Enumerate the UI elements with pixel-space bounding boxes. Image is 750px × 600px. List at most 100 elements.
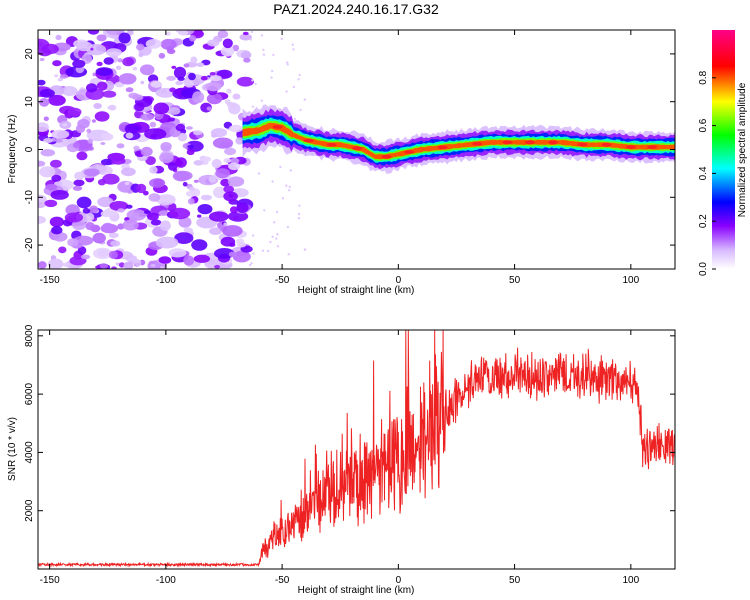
noise-blob — [166, 107, 181, 115]
noise-dot — [251, 79, 254, 82]
colorbar-tick-label: 0.8 — [698, 70, 709, 84]
ridge-peak — [303, 138, 314, 143]
noise-blob — [187, 198, 195, 205]
noise-blob — [140, 146, 153, 157]
noise-blob — [173, 66, 187, 79]
noise-blob — [159, 220, 171, 231]
noise-blob — [220, 46, 235, 57]
noise-blob — [147, 212, 159, 221]
noise-dot — [272, 53, 275, 57]
noise-dot — [260, 99, 263, 102]
noise-blob — [95, 67, 113, 77]
noise-blob — [237, 241, 247, 248]
noise-blob — [193, 130, 203, 136]
noise-blob — [105, 48, 122, 57]
noise-dot — [285, 90, 288, 93]
noise-blob — [50, 159, 62, 168]
top-y-axis-label: Frequency (Hz) — [7, 115, 18, 184]
noise-dot — [254, 82, 257, 86]
noise-blob — [62, 262, 71, 268]
noise-blob — [151, 81, 163, 88]
noise-blob — [118, 32, 131, 44]
noise-blob — [223, 191, 238, 202]
noise-blob — [217, 30, 229, 39]
noise-dot — [271, 180, 274, 183]
noise-blob — [191, 239, 208, 251]
bottom-axis-ticks: -150 -100 -50 0 50 100 2000 4000 6000 8000 — [24, 324, 675, 586]
noise-dot — [281, 197, 285, 200]
noise-blob — [38, 122, 49, 132]
noise-blob — [38, 261, 47, 269]
bottom-plot-frame — [37, 329, 676, 570]
noise-blob — [89, 205, 99, 214]
x-tick-label: 50 — [509, 575, 521, 586]
noise-dot — [292, 48, 295, 51]
noise-blob — [214, 264, 221, 269]
noise-blob — [67, 238, 79, 247]
noise-blob — [57, 77, 63, 82]
top-x-axis-label: Height of straight line (km) — [298, 285, 415, 296]
noise-blob — [55, 34, 62, 41]
noise-blob — [169, 87, 177, 93]
ridge-peak — [404, 150, 415, 154]
noise-blob — [176, 30, 183, 33]
noise-blob — [206, 93, 223, 105]
noise-blob — [144, 128, 167, 140]
noise-blob — [125, 87, 134, 93]
noise-blob — [143, 210, 151, 214]
noise-dot — [260, 34, 264, 37]
noise-blob — [140, 80, 145, 85]
noise-blob — [84, 168, 100, 177]
noise-blob — [116, 143, 125, 149]
noise-blob — [51, 174, 62, 182]
noise-blob — [85, 222, 95, 231]
noise-blob — [61, 86, 78, 96]
noise-blob — [138, 52, 144, 58]
noise-blob — [149, 166, 158, 174]
y-tick-label: -20 — [24, 237, 35, 252]
noise-blob — [74, 171, 85, 180]
noise-blob — [155, 236, 179, 249]
noise-blob — [183, 63, 190, 68]
noise-blob — [193, 179, 199, 183]
ridge-peak — [352, 146, 363, 150]
noise-blob — [159, 152, 174, 163]
noise-blob — [124, 254, 138, 262]
noise-blob — [193, 254, 211, 263]
noise-blob — [125, 132, 134, 139]
ridge-peak — [502, 140, 513, 145]
noise-blob — [72, 59, 86, 68]
ridge-band — [242, 120, 675, 161]
noise-blob — [209, 72, 216, 76]
noise-blob — [183, 255, 195, 266]
y-tick-label: 10 — [24, 96, 35, 108]
noise-blob — [160, 266, 165, 269]
noise-blob — [200, 75, 208, 81]
noise-blob — [230, 157, 240, 164]
noise-blob — [220, 178, 231, 187]
noise-blob — [209, 75, 222, 82]
noise-blob — [87, 138, 93, 144]
noise-blob — [132, 94, 144, 101]
noise-blob — [229, 206, 238, 214]
noise-blob — [94, 111, 110, 122]
noise-blob — [158, 256, 172, 264]
noise-blob — [100, 210, 113, 218]
y-tick-label: 6000 — [24, 383, 35, 406]
noise-blob — [183, 227, 193, 233]
noise-blob — [232, 250, 251, 263]
noise-dot — [292, 85, 296, 89]
noise-blob — [96, 34, 107, 42]
ridge-peak — [577, 142, 588, 147]
noise-dot — [286, 63, 289, 66]
noise-blob — [212, 137, 234, 149]
noise-dot — [262, 53, 266, 56]
noise-dot — [297, 217, 301, 220]
colorbar-tick-label: 0.2 — [698, 214, 709, 228]
noise-blob — [122, 57, 134, 67]
noise-blob — [187, 144, 194, 149]
y-tick-label: 0 — [24, 146, 35, 152]
noise-blob — [97, 196, 114, 208]
noise-dot — [269, 240, 272, 244]
